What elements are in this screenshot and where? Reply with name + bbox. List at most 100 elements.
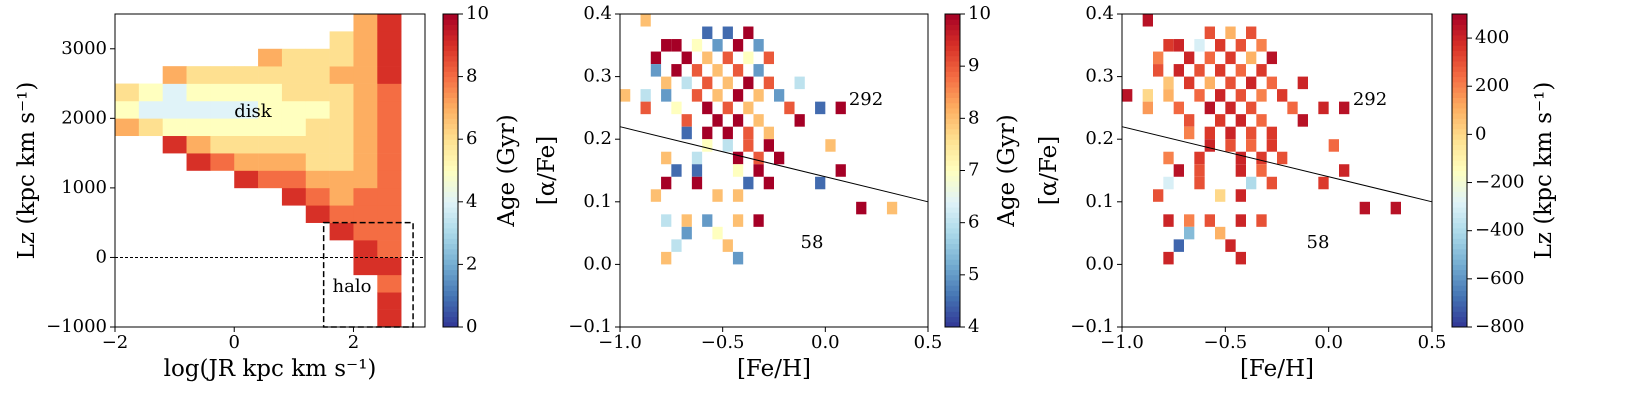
y-tick-label: 0 [96,246,107,267]
heatmap-cell [353,257,378,276]
heatmap-cell [377,66,402,84]
heatmap-cell [281,83,307,102]
colorbar-segment [945,14,960,20]
colorbar-segment [443,29,458,36]
heatmap-cell [353,240,378,258]
heatmap-cell [234,83,259,102]
colorbar-segment [1452,170,1467,177]
heatmap-cell [1194,151,1205,165]
colorbar-segment [945,222,960,229]
colorbar-segment [945,165,960,171]
heatmap-cell [1163,39,1174,52]
colorbar-segment [1452,295,1467,302]
heatmap-cell [661,214,672,227]
heatmap-cell [1287,101,1298,115]
colorbar-segment [443,66,458,72]
colorbar-segment [945,76,960,83]
heatmap-cell [722,139,733,152]
colorbar-segment [443,238,458,245]
heatmap-cell [691,164,703,177]
colorbar-segment [443,243,458,250]
heatmap-cell [661,176,672,190]
heatmap-cell [763,126,774,140]
heatmap-cell [1359,201,1370,215]
heatmap-cell [281,100,307,119]
heatmap-cell [1256,164,1267,177]
y-tick-label: 0.1 [1085,191,1114,212]
heatmap-cell [305,83,330,102]
heatmap-cell [353,153,378,171]
heatmap-cell [753,114,764,127]
heatmap-cell [1184,126,1195,140]
y-axis-label: [α/Fe] [534,136,560,206]
colorbar-frame [442,13,459,328]
heatmap-cell [1122,89,1133,102]
heatmap-cell [1194,164,1205,177]
heatmap-cell [774,89,785,102]
heatmap-cell [377,170,402,189]
y-tick-label: 0.2 [583,128,612,149]
heatmap-cell [712,64,723,77]
heatmap-cell [702,26,713,40]
colorbar-segment [1452,227,1467,234]
heatmap-cell [661,39,672,52]
heatmap-cell [353,205,378,223]
heatmap-cell [353,31,378,50]
heatmap-cell [138,83,163,102]
heatmap-cell [732,214,744,227]
annotation: 58 [801,232,824,253]
colorbar-segment [1452,238,1467,245]
heatmap-cell [1173,164,1184,177]
colorbar-segment [1452,285,1467,291]
heatmap-cell [835,101,846,115]
colorbar-segment [443,92,458,98]
heatmap-cell [162,135,187,154]
colorbar-segment [1452,180,1467,187]
heatmap-cell [210,153,235,171]
colorbar-segment [945,34,960,41]
colorbar-segment [443,285,458,291]
colorbar-segment [1452,60,1467,67]
heatmap-cell [640,14,651,27]
heatmap-cell [377,240,402,258]
x-tick-label: −0.5 [1203,332,1247,353]
heatmap-cell [258,118,283,137]
colorbar-segment [1452,14,1467,20]
heatmap-cell [1297,76,1308,90]
colorbar-segment [1452,233,1467,239]
heatmap-cell [353,187,378,206]
heatmap-cell [712,114,723,127]
colorbar-segment [945,264,960,271]
colorbar-segment [1452,66,1467,72]
y-tick-label: 2000 [61,107,107,128]
heatmap-cell [1163,151,1174,165]
heatmap-cell [234,135,259,154]
colorbar-tick-label: 8 [968,107,979,128]
heatmap-cell [650,51,662,65]
colorbar-segment [1452,207,1467,213]
heatmap-cell [377,274,402,293]
colorbar-segment [443,186,458,192]
colorbar-segment [443,71,458,78]
heatmap-cell [1204,139,1215,152]
heatmap-cell [1142,89,1153,102]
colorbar-segment [1452,201,1467,208]
colorbar-segment [443,160,458,166]
colorbar-segment [1452,40,1467,46]
heatmap-cell [722,239,733,252]
colorbar-tick-label: 0 [1475,123,1486,144]
y-tick-label: −1000 [46,316,107,337]
heatmap-cell [712,189,723,202]
colorbar-segment [443,175,458,182]
colorbar-segment [945,201,960,208]
heatmap-cell [234,66,259,84]
heatmap-cell [691,151,703,165]
heatmap-cell [162,66,187,84]
heatmap-cell [1173,64,1184,77]
heatmap-cell [234,153,259,171]
heatmap-cell [234,118,259,137]
colorbar-segment [945,154,960,161]
colorbar-segment [443,201,458,208]
heatmap-cell [1204,214,1215,227]
heatmap-cell [681,76,692,90]
